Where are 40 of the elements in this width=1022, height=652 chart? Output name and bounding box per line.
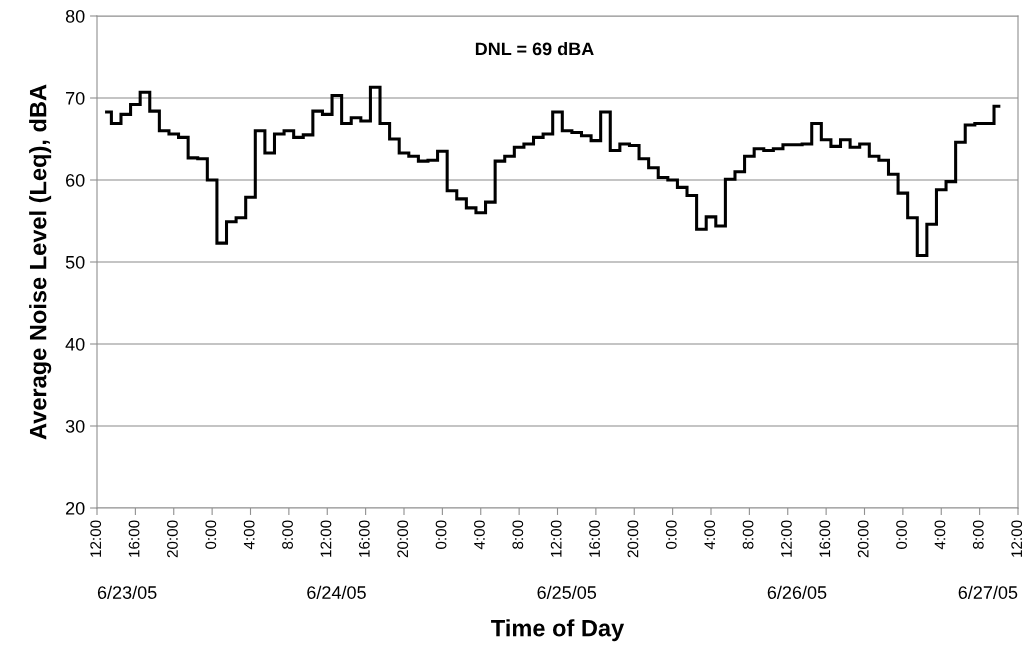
- text: 6/27/05: [958, 585, 1018, 599]
- x-tick-label: 4:00: [243, 520, 255, 550]
- y-tick-label: 30: [65, 419, 85, 433]
- x-tick-label: 0:00: [665, 520, 677, 549]
- x-tick-label: 16:00: [128, 520, 140, 557]
- y-tick-label: 80: [65, 9, 85, 23]
- x-tick-label: 20:00: [167, 520, 178, 558]
- y-tick-label: 70: [66, 91, 85, 105]
- x-tick-label: 20:00: [627, 520, 639, 558]
- text: 6/24/05: [307, 585, 366, 599]
- x-tick-label: 8:00: [512, 520, 524, 549]
- x-tick-label: 8:00: [972, 520, 984, 549]
- x-tick-label: 4:00: [704, 520, 716, 550]
- text: 6/26/05: [767, 585, 827, 599]
- x-tick-label: 12:00: [781, 520, 792, 557]
- x-tick-label: 20:00: [397, 520, 409, 558]
- y-tick-label: 40: [65, 337, 85, 351]
- x-tick-label: 16:00: [358, 520, 370, 557]
- x-tick-label: 16:00: [819, 520, 831, 557]
- x-tick-label: 20:00: [857, 520, 869, 558]
- x-tick-label: 8:00: [282, 520, 293, 549]
- y-tick-label: 20: [66, 501, 85, 515]
- x-axis-title: Time of Day: [491, 619, 625, 642]
- x-tick-label: 4:00: [474, 520, 485, 550]
- x-tick-label: 4:00: [934, 520, 946, 550]
- text: 6/23/05: [97, 585, 157, 599]
- x-tick-label: 12:00: [320, 520, 332, 557]
- x-tick-label: 12:00: [1011, 520, 1022, 557]
- annotation: DNL = 69 dBA: [475, 42, 594, 56]
- x-tick-label: 16:00: [589, 520, 600, 557]
- y-axis-title: Average Noise Level (Leq), dBA: [29, 84, 52, 440]
- x-tick-label: 12:00: [550, 520, 562, 557]
- y-tick-label: 60: [66, 173, 85, 187]
- x-tick-label: 12:00: [90, 520, 102, 557]
- y-tick-label: 50: [65, 255, 85, 269]
- x-tick-label: 0:00: [205, 520, 217, 549]
- x-tick-label: 0:00: [435, 520, 447, 549]
- x-tick-label: 8:00: [742, 520, 754, 549]
- text: 6/25/05: [537, 585, 597, 599]
- x-tick-label: 0:00: [896, 520, 907, 549]
